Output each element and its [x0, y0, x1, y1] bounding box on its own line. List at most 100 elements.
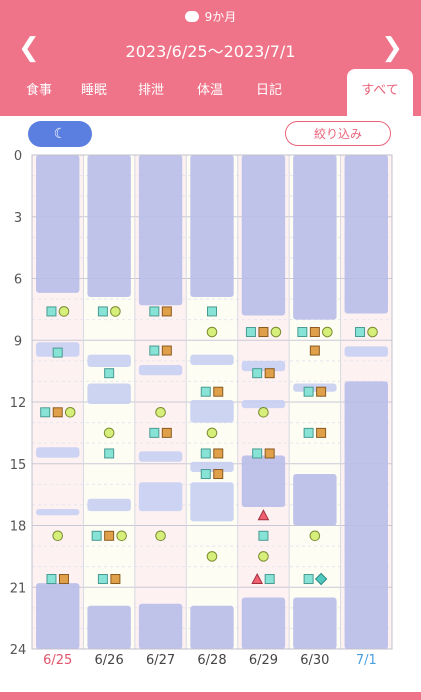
- sleep-block: [138, 155, 183, 306]
- weekly-timeline: 0 3 6 9 12 15 18 21 24 6/25 6/26 6/27 6/28 6/29 6/30 7/…: [10, 149, 393, 668]
- tab-0[interactable]: 食事: [25, 83, 52, 98]
- sleep-block: [293, 474, 337, 526]
- tab-5[interactable]: すべて: [347, 69, 413, 116]
- excretion-marker: [316, 386, 327, 397]
- meal-marker: [207, 306, 217, 317]
- excretion-marker: [213, 469, 224, 480]
- tab-2[interactable]: 排泄: [137, 83, 164, 98]
- excretion-marker: [58, 574, 69, 585]
- sleep-block: [344, 155, 388, 314]
- meal-marker: [252, 368, 263, 379]
- sleep-block: [36, 447, 80, 458]
- bib-icon: [184, 11, 199, 22]
- meal-marker: [200, 448, 211, 459]
- hour-label: 24: [10, 643, 27, 658]
- diaper-marker: [58, 306, 70, 317]
- excretion-marker: [264, 368, 275, 379]
- sleep-block: [87, 498, 131, 512]
- sleep-block: [293, 383, 337, 392]
- moon-icon: ☾: [53, 126, 67, 142]
- meal-marker: [40, 407, 51, 418]
- diaper-marker: [206, 551, 218, 562]
- meal-marker: [149, 345, 160, 356]
- medicine-marker: [314, 572, 328, 586]
- meal-marker: [245, 327, 256, 338]
- diaper-marker: [322, 326, 333, 338]
- diaper-marker: [110, 306, 121, 317]
- sleep-block: [190, 461, 234, 472]
- sleep-block: [87, 354, 131, 368]
- sleep-block: [87, 155, 131, 298]
- excretion-marker: [309, 327, 320, 338]
- sleep-block: [36, 509, 80, 516]
- tab-3[interactable]: 体温: [196, 83, 223, 98]
- sleep-block: [87, 605, 131, 649]
- sleep-block: [344, 381, 388, 649]
- diaper-marker: [206, 326, 218, 338]
- meal-marker: [149, 306, 160, 317]
- meal-marker: [104, 448, 115, 459]
- age-label: 9か月: [204, 10, 237, 24]
- meal-marker: [303, 574, 314, 585]
- excretion-marker: [213, 386, 224, 397]
- diaper-marker: [258, 406, 269, 418]
- next-week-button[interactable]: ❯: [381, 33, 403, 63]
- hour-label: 18: [10, 520, 27, 535]
- tab-1[interactable]: 睡眠: [80, 83, 107, 98]
- temperature-marker: [257, 509, 270, 521]
- diaper-marker: [206, 427, 218, 439]
- sleep-block: [190, 482, 234, 522]
- meal-marker: [149, 427, 160, 438]
- sleep-block: [241, 597, 286, 649]
- tab-4[interactable]: 日記: [255, 83, 282, 98]
- excretion-marker: [309, 345, 320, 356]
- filter-button[interactable]: 絞り込み: [285, 121, 391, 146]
- sleep-block: [138, 603, 183, 649]
- meal-marker: [97, 306, 108, 317]
- sleep-block: [36, 155, 80, 293]
- diaper-marker: [155, 530, 166, 542]
- excretion-marker: [264, 448, 275, 459]
- diaper-marker: [103, 427, 115, 439]
- timeline-border: [31, 154, 393, 650]
- day-label: 7/1: [356, 653, 377, 668]
- prev-week-button[interactable]: ❮: [18, 33, 40, 63]
- baby-age: 9か月: [0, 8, 421, 25]
- sleep-block: [293, 155, 337, 320]
- hour-label: 3: [14, 211, 22, 226]
- meal-marker: [91, 530, 102, 541]
- excretion-marker: [52, 407, 63, 418]
- excretion-marker: [316, 427, 327, 438]
- meal-marker: [200, 386, 211, 397]
- diaper-marker: [270, 326, 282, 338]
- sleep-block: [190, 605, 234, 649]
- hour-label: 21: [10, 581, 27, 596]
- sleep-block: [190, 155, 234, 298]
- day-label: 6/25: [43, 653, 72, 668]
- sleep-block: [138, 451, 183, 462]
- sleep-block: [293, 597, 337, 649]
- diaper-marker: [258, 551, 269, 562]
- sleep-block: [87, 383, 131, 405]
- day-label: 6/27: [146, 653, 175, 668]
- day-label: 6/29: [249, 653, 278, 668]
- diaper-marker: [52, 530, 64, 542]
- meal-marker: [46, 574, 57, 585]
- diaper-marker: [64, 406, 76, 418]
- meal-marker: [46, 306, 57, 317]
- meal-marker: [258, 530, 269, 541]
- night-mode-button[interactable]: ☾: [28, 121, 92, 147]
- excretion-marker: [104, 530, 115, 541]
- diaper-marker: [155, 406, 166, 418]
- sleep-block: [241, 455, 286, 507]
- meal-marker: [97, 574, 108, 585]
- meal-marker: [52, 347, 63, 358]
- excretion-marker: [161, 427, 172, 438]
- header-bar: 9か月 ❮ 2023/6/25〜2023/7/1 ❯ 食事 睡眠 排泄 体温 日記 すべて: [0, 0, 421, 116]
- sleep-block: [241, 155, 286, 316]
- meal-marker: [264, 574, 275, 585]
- tab-bar: 食事 睡眠 排泄 体温 日記 すべて: [0, 69, 421, 116]
- hour-label: 15: [10, 458, 27, 473]
- day-label: 6/28: [197, 653, 226, 668]
- footer-bar: [0, 692, 421, 700]
